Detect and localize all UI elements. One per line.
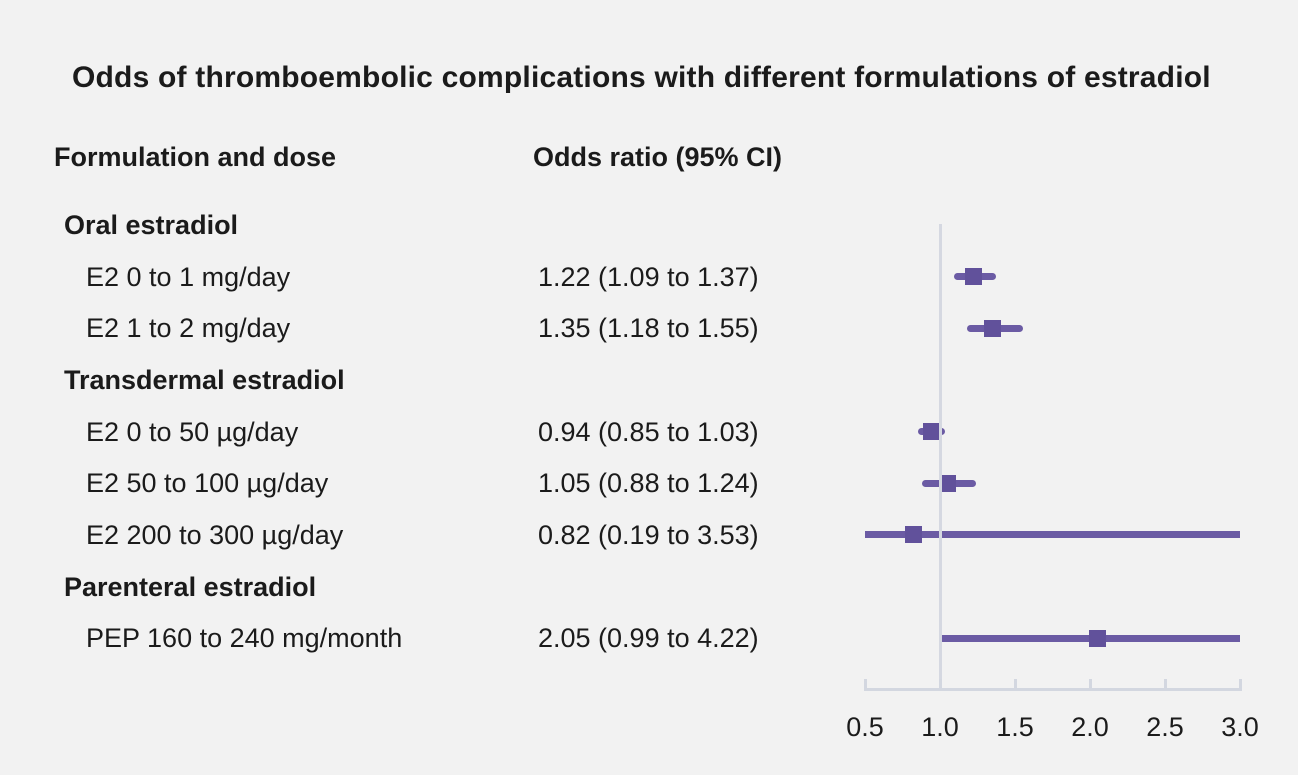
item-label: E2 0 to 1 mg/day	[86, 261, 291, 292]
axis-tick-label: 3.0	[1221, 712, 1259, 742]
item-label: E2 0 to 50 µg/day	[86, 416, 299, 447]
odds-ratio-marker	[922, 423, 940, 441]
axis-tick	[863, 679, 867, 688]
axis-tick	[1238, 679, 1242, 688]
odds-ratio-marker	[904, 526, 922, 544]
odds-ratio-marker	[939, 474, 956, 492]
axis-tick	[1163, 679, 1167, 688]
odds-ratio-marker	[984, 319, 1001, 337]
axis-tick-label: 0.5	[846, 712, 884, 742]
axis-tick-label: 2.0	[1071, 712, 1109, 742]
group-label: Oral estradiol	[64, 210, 239, 240]
axis-tick-label: 1.5	[996, 712, 1034, 742]
odds-ratio-value: 2.05 (0.99 to 4.22)	[538, 623, 759, 654]
axis-tick-label: 2.5	[1146, 712, 1184, 742]
group-label: Transdermal estradiol	[64, 364, 345, 395]
odds-ratio-value: 1.05 (0.88 to 1.24)	[538, 468, 759, 499]
item-label: E2 200 to 300 µg/day	[86, 519, 344, 550]
axis-tick	[1013, 679, 1017, 688]
item-label: E2 1 to 2 mg/day	[86, 313, 291, 344]
group-label: Parenteral estradiol	[64, 571, 317, 602]
odds-ratio-value: 1.22 (1.09 to 1.37)	[538, 261, 759, 292]
chart-title: Odds of thromboembolic complications wit…	[72, 61, 1211, 94]
ci-line	[865, 531, 1240, 539]
item-label: PEP 160 to 240 mg/month	[86, 623, 403, 654]
odds-ratio-marker	[964, 268, 982, 286]
reference-line	[938, 224, 942, 691]
axis-tick	[1088, 679, 1092, 688]
column-header-odds-ratio: Odds ratio (95% CI)	[533, 142, 783, 172]
odds-ratio-value: 0.94 (0.85 to 1.03)	[538, 416, 759, 447]
odds-ratio-value: 1.35 (1.18 to 1.55)	[538, 313, 759, 344]
column-header-formulation: Formulation and dose	[54, 142, 337, 172]
axis-tick-label: 1.0	[921, 712, 959, 742]
odds-ratio-marker	[1089, 629, 1106, 647]
item-label: E2 50 to 100 µg/day	[86, 468, 329, 499]
axis-tick	[938, 679, 942, 688]
odds-ratio-value: 0.82 (0.19 to 3.53)	[538, 519, 759, 550]
x-axis-line	[863, 688, 1242, 691]
